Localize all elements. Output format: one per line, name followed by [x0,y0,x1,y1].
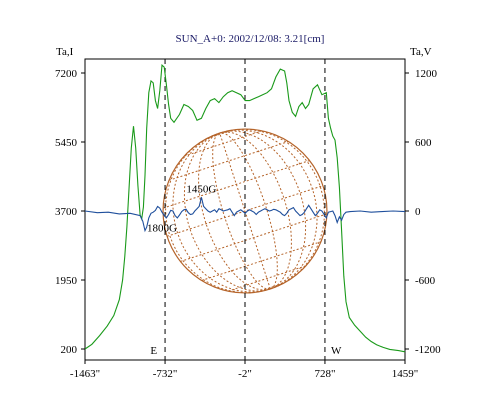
longitude-line [219,128,325,290]
x-tick-label: -732" [153,368,178,380]
annotation-label: 1800G [147,223,177,235]
longitude-line [172,132,271,293]
y-right-tick-label: 600 [415,137,432,149]
annotations: 1450G 1800G E W [147,184,342,357]
annotation-label: 1450G [186,184,216,196]
longitude-line [212,132,271,290]
longitude-line [219,130,307,290]
latitude-line [206,129,234,140]
latitude-line [227,265,307,292]
x-tick-label: -1463" [70,368,100,380]
axis-ticks: -1463" -732" -2" 728" 1459" 200 1950 3700 5450 72… [55,68,441,380]
y-right-tick-label: 0 [415,206,421,218]
longitude-line [219,132,278,290]
chart-title: SUN_A+0: 2002/12/08: 3.21[cm] [176,33,325,45]
y-right-tick-label: 1200 [415,68,438,80]
series-line-stokes-v [84,197,406,233]
x-tick-label: 728" [314,368,335,380]
x-tick-label: -2" [238,368,252,380]
y-left-tick-label: 200 [61,344,78,356]
y-right-tick-label: -1200 [415,344,441,356]
longitude-line [165,132,271,294]
disk-limb [162,128,328,294]
y-right-tick-label: -600 [415,275,436,287]
west-limb-label: W [331,345,342,357]
y-left-tick-label: 1950 [55,275,78,287]
longitude-line [219,129,318,290]
solar-disk-grid [162,128,328,294]
y-left-tick-label: 7200 [55,68,78,80]
y-left-tick-label: 5450 [55,137,78,149]
x-tick-label: 1459" [392,368,419,380]
series-layer [84,63,406,353]
longitude-line [219,132,271,290]
left-axis-label: Ta,I [56,46,74,58]
latitude-line [201,241,322,281]
east-limb-label: E [150,345,157,357]
longitude-line [183,132,271,292]
y-left-tick-label: 3700 [55,206,78,218]
right-axis-label: Ta,V [410,46,432,58]
latitude-line [168,141,289,181]
